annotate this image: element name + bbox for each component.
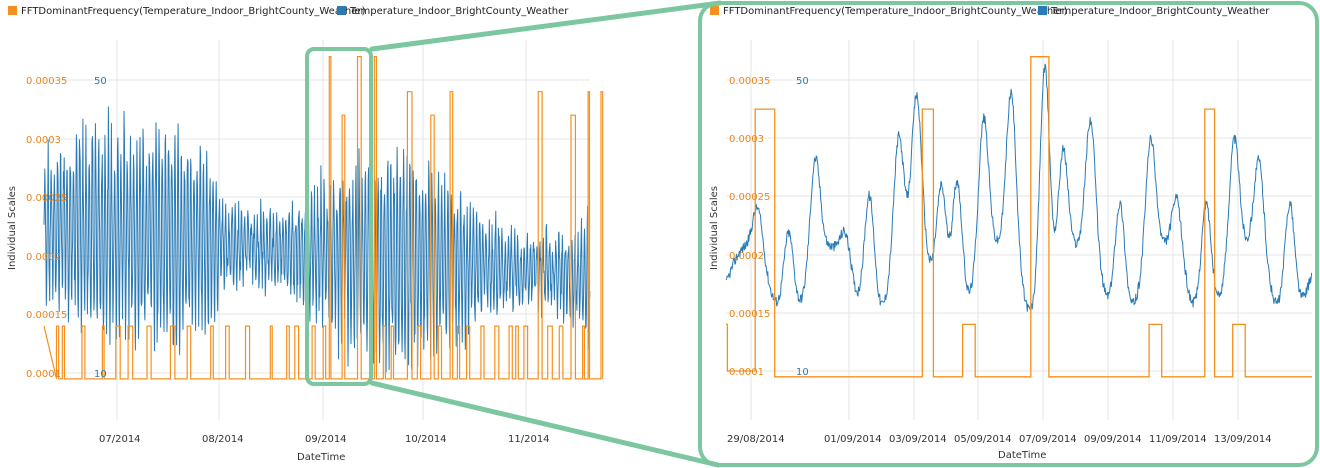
legend-label-fft: FFTDominantFrequency(Temperature_Indoor_… — [21, 6, 365, 17]
x-tick-label: 11/09/2014 — [1149, 434, 1207, 445]
x-tick-label: 01/09/2014 — [824, 434, 882, 445]
temperature-series-line — [725, 63, 1313, 312]
zoom-callout — [305, 0, 1319, 468]
legend-swatch-temperature — [337, 6, 346, 15]
x-tick-label: 09/09/2014 — [1084, 434, 1142, 445]
y-left-tick-label: 0.00025 — [26, 193, 67, 204]
y-left-tick-label: 0.0003 — [26, 135, 61, 146]
zoom-connector-bottom — [369, 380, 721, 468]
zoom-panel-frame — [698, 1, 1319, 467]
x-tick-label: 03/09/2014 — [889, 434, 947, 445]
y-right-tick-label: 10 — [796, 367, 809, 378]
zoom-selection-box[interactable] — [305, 47, 373, 386]
x-tick-label: 10/2014 — [405, 434, 447, 445]
x-tick-label: 07/09/2014 — [1019, 434, 1077, 445]
x-axis-title: DateTime — [998, 450, 1046, 461]
x-tick-label: 08/2014 — [202, 434, 244, 445]
x-tick-label: 11/2014 — [508, 434, 550, 445]
x-tick-label: 29/08/2014 — [727, 434, 785, 445]
overview-chart: FFTDominantFrequency(Temperature_Indoor_… — [7, 6, 604, 463]
y-right-tick-label: 10 — [94, 369, 107, 380]
fft-series-line — [43, 55, 604, 380]
zoom-connector-top — [369, 0, 723, 52]
legend-swatch-fft — [8, 6, 17, 15]
fft-series-line — [726, 56, 1312, 378]
zoomed-chart: FFTDominantFrequency(Temperature_Indoor_… — [709, 6, 1313, 461]
y-left-tick-label: 0.00015 — [26, 310, 67, 321]
y-right-tick-label: 50 — [796, 76, 809, 87]
y-axis-title: Individual Scales — [7, 186, 18, 270]
legend-label-temperature: Temperature_Indoor_BrightCounty_Weather — [349, 6, 569, 17]
y-left-tick-label: 0.00035 — [26, 76, 67, 87]
temperature-series-line — [43, 106, 591, 373]
legend-swatch-fft — [710, 6, 719, 15]
legend-label-fft: FFTDominantFrequency(Temperature_Indoor_… — [723, 6, 1067, 17]
legend-swatch-temperature — [1038, 6, 1047, 15]
y-left-tick-label: 0.0003 — [729, 134, 764, 145]
x-tick-label: 07/2014 — [99, 434, 141, 445]
legend-label-temperature: Temperature_Indoor_BrightCounty_Weather — [1050, 6, 1270, 17]
y-left-tick-label: 0.00015 — [729, 309, 770, 320]
y-left-tick-label: 0.0001 — [26, 369, 61, 380]
y-left-tick-label: 0.0001 — [729, 367, 764, 378]
x-axis-title: DateTime — [297, 452, 345, 463]
y-left-tick-label: 0.0002 — [26, 252, 61, 263]
y-right-tick-label: 50 — [94, 76, 107, 87]
x-tick-label: 05/09/2014 — [954, 434, 1012, 445]
y-left-tick-label: 0.00025 — [729, 192, 770, 203]
y-axis-title: Individual Scales — [709, 186, 720, 270]
x-tick-label: 13/09/2014 — [1214, 434, 1272, 445]
y-left-tick-label: 0.0002 — [729, 251, 764, 262]
x-tick-label: 09/2014 — [305, 434, 347, 445]
y-left-tick-label: 0.00035 — [729, 76, 770, 87]
